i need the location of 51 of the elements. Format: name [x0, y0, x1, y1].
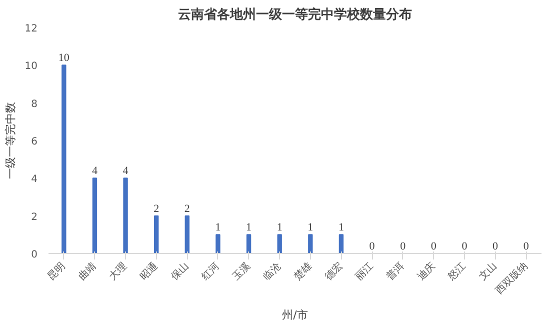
data-label: 1 [308, 222, 314, 234]
data-label: 2 [154, 202, 160, 215]
x-tick-label: 德宏 [322, 260, 346, 283]
data-label: 1 [246, 222, 252, 234]
x-tick-label: 昭通 [138, 260, 160, 283]
x-tick-label: 怒江 [445, 260, 468, 284]
data-label: 10 [58, 52, 70, 64]
chart-title: 云南省各地州一级一等完中学校数量分布 [178, 6, 412, 22]
x-tick-label: 曲靖 [76, 260, 99, 283]
data-label: 0 [523, 240, 530, 252]
y-tick-label: 2 [31, 212, 38, 223]
x-tick-label: 文山 [476, 260, 500, 283]
data-label: 0 [492, 240, 499, 252]
x-tick-label: 临沧 [260, 260, 284, 283]
data-label: 1 [215, 222, 221, 234]
data-label: 0 [369, 240, 376, 252]
bar [154, 215, 159, 254]
x-tick-label: 普洱 [384, 260, 407, 283]
x-axis-title: 州/市 [282, 308, 308, 322]
bar [62, 64, 66, 254]
bar [338, 234, 344, 254]
y-tick-label: 4 [31, 174, 38, 186]
x-tick-label: 昆明 [46, 260, 68, 283]
data-label: 2 [184, 202, 190, 215]
bar [246, 234, 252, 254]
bar [277, 234, 282, 254]
data-label: 4 [122, 165, 129, 178]
data-label: 0 [462, 240, 468, 252]
bar [216, 234, 220, 254]
y-axis-title: 一级一等完中数 [4, 102, 17, 179]
data-label: 0 [430, 240, 437, 252]
data-label: 0 [400, 240, 406, 252]
bar [92, 178, 98, 254]
bar [184, 215, 190, 254]
y-tick-label: 6 [31, 136, 38, 148]
y-tick-label: 0 [31, 250, 38, 260]
y-tick-label: 12 [24, 24, 38, 34]
data-label: 1 [276, 222, 282, 234]
data-label: 1 [338, 222, 344, 234]
bar [123, 178, 128, 254]
y-tick-label: 8 [31, 98, 38, 110]
data-label: 4 [92, 165, 98, 178]
x-tick-label: 丽江 [353, 260, 376, 283]
x-tick-label: 迪庆 [414, 260, 438, 283]
x-tick-label: 红河 [199, 260, 222, 283]
x-tick-label: 玉溪 [230, 260, 253, 283]
x-tick-label: 大理 [106, 260, 130, 283]
bar [308, 234, 313, 254]
y-tick-label: 10 [24, 61, 38, 72]
x-tick-label: 楚雄 [292, 260, 314, 283]
x-tick-label: 保山 [168, 260, 192, 283]
